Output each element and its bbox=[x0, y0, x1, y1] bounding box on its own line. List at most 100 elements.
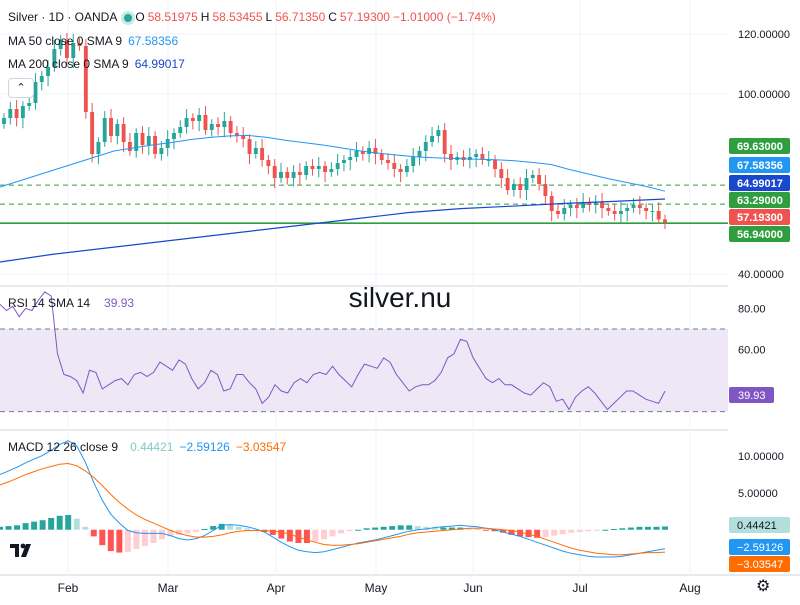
macd-histogram-bar bbox=[482, 529, 489, 531]
candle-body bbox=[486, 160, 491, 161]
candle-body bbox=[581, 202, 586, 208]
macd-signal-value: −3.03547 bbox=[235, 440, 287, 454]
macd-histogram-bar bbox=[39, 520, 46, 530]
macd-value-tag bbox=[729, 556, 790, 572]
moving-averages bbox=[0, 134, 666, 263]
close-value: 57.19300 bbox=[339, 10, 390, 24]
candle-body bbox=[379, 154, 384, 160]
candle-body bbox=[341, 160, 346, 163]
price-tag bbox=[729, 157, 790, 173]
macd-histogram-bar bbox=[610, 529, 617, 531]
candle-body bbox=[304, 166, 309, 175]
macd-histogram-bar bbox=[269, 529, 276, 535]
candle-body bbox=[316, 166, 321, 169]
price-tick-label: 40.00000 bbox=[738, 269, 784, 281]
macd-histogram-bar bbox=[363, 528, 370, 530]
candle-body bbox=[159, 148, 164, 154]
gear-icon[interactable]: ⚙ bbox=[756, 578, 771, 595]
change-value: −1.01000 (−1.74%) bbox=[392, 10, 496, 24]
candle-body bbox=[625, 208, 630, 211]
macd-histogram-bar bbox=[210, 526, 217, 530]
macd-histogram-bar bbox=[559, 529, 566, 535]
candle-body bbox=[518, 184, 523, 190]
price-tag bbox=[729, 175, 790, 191]
candle-body bbox=[398, 169, 403, 172]
candle-body bbox=[65, 40, 69, 58]
rsi-value: 39.93 bbox=[104, 296, 135, 310]
candle-body bbox=[574, 205, 579, 208]
macd-histogram-bar bbox=[218, 523, 225, 530]
ma50-legend[interactable]: MA 50 close 0 SMA 9 67.58356 bbox=[8, 34, 178, 48]
candle-body bbox=[253, 148, 258, 154]
candle-body bbox=[606, 208, 611, 211]
candle-body bbox=[14, 109, 19, 118]
candle-body bbox=[656, 211, 661, 220]
time-axis: Feb Mar Apr May Jun Jul Aug bbox=[58, 581, 701, 595]
macd-histogram-bar bbox=[320, 529, 327, 540]
ma50-value: 67.58356 bbox=[128, 34, 179, 48]
macd-value-tag-label: −3.03547 bbox=[737, 559, 783, 571]
candle-body bbox=[279, 172, 283, 178]
candle-body bbox=[600, 202, 604, 208]
macd-histogram-bar bbox=[602, 529, 609, 531]
macd-signal-line bbox=[0, 462, 666, 556]
macd-histogram-bar bbox=[286, 529, 293, 542]
candle-body bbox=[568, 205, 573, 208]
macd-value-tag-label: −2.59126 bbox=[737, 542, 783, 554]
tradingview-logo-mark bbox=[10, 543, 31, 557]
rsi-legend[interactable]: RSI 14 SMA 14 39.93 bbox=[8, 296, 134, 310]
candle-body bbox=[663, 219, 667, 223]
candle-body bbox=[178, 127, 183, 133]
ohlc-legend: Silver · 1D · OANDA O 58.51975 H 58.53455 L 56… bbox=[8, 10, 499, 24]
macd-histogram-bar bbox=[278, 529, 285, 539]
price-tag bbox=[729, 226, 790, 242]
ma200-legend[interactable]: MA 200 close 0 SMA 9 64.99017 bbox=[8, 57, 185, 71]
macd-histogram-bar bbox=[474, 529, 481, 531]
macd-legend[interactable]: MACD 12 26 close 9 0.44421 −2.59126 −3.0354… bbox=[8, 440, 286, 454]
chevron-up-icon: ⌃ bbox=[16, 82, 26, 94]
price-tag bbox=[729, 192, 790, 208]
price-tag bbox=[729, 138, 790, 154]
candle-body bbox=[537, 175, 542, 184]
candle-body bbox=[260, 148, 265, 160]
macd-histogram-bar bbox=[184, 529, 191, 534]
candle-body bbox=[127, 142, 132, 151]
candle-body bbox=[297, 172, 302, 175]
candle-body bbox=[27, 103, 32, 106]
candle-body bbox=[354, 151, 359, 157]
tradingview-logo-icon[interactable] bbox=[10, 542, 36, 563]
candle-body bbox=[272, 166, 277, 178]
macd-histogram-bar bbox=[440, 527, 447, 530]
macd-histogram-bar bbox=[406, 525, 413, 530]
macd-histogram-bar bbox=[99, 529, 106, 546]
legend-collapse-button[interactable]: ⌃ bbox=[8, 78, 34, 98]
macd-histogram-bar bbox=[662, 526, 668, 530]
macd-histogram-bar bbox=[448, 527, 455, 530]
ma50-label: MA 50 close 0 SMA 9 bbox=[8, 34, 123, 48]
low-value: 56.71350 bbox=[275, 10, 326, 24]
macd-histogram-bar bbox=[517, 529, 524, 537]
candle-body bbox=[77, 43, 82, 46]
macd-line-value: −2.59126 bbox=[179, 440, 230, 454]
candle-body bbox=[530, 175, 535, 178]
symbol-title[interactable]: Silver · 1D · OANDA bbox=[8, 10, 118, 24]
candle-body bbox=[442, 130, 447, 154]
rsi-tick-label: 60.00 bbox=[738, 345, 766, 357]
macd-histogram-bar bbox=[48, 517, 55, 530]
rsi-tick-label: 80.00 bbox=[738, 303, 766, 315]
macd-histogram-bar bbox=[329, 529, 336, 537]
candle-body bbox=[360, 151, 365, 154]
candle-body bbox=[329, 169, 334, 172]
price-tag-label: 64.99017 bbox=[737, 178, 783, 190]
rsi-value-tag bbox=[729, 387, 774, 403]
candle-body bbox=[373, 148, 378, 154]
candle-body bbox=[593, 202, 598, 205]
candle-body bbox=[493, 160, 497, 169]
ma200-line bbox=[0, 198, 666, 263]
candle-body bbox=[209, 124, 214, 130]
time-axis-label: Jul bbox=[572, 581, 587, 595]
candle-body bbox=[266, 160, 271, 166]
macd-histogram-bar bbox=[141, 529, 148, 546]
